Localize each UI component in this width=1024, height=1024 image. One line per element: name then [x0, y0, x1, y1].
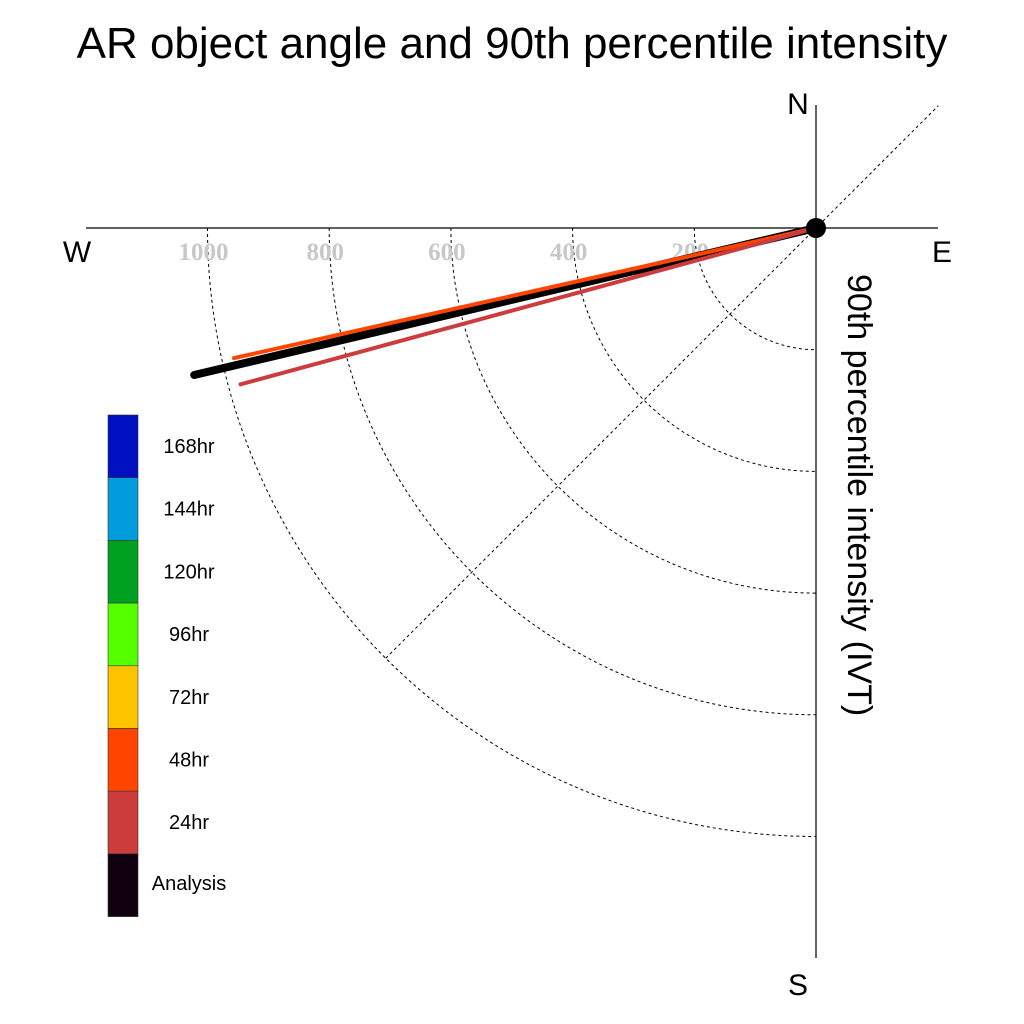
legend-label-120hr: 120hr — [163, 561, 214, 583]
tick-label-1000: 1000 — [179, 239, 229, 266]
legend-swatch-168hr — [107, 414, 139, 479]
compass-axes — [86, 105, 938, 958]
direction-north: N — [787, 88, 809, 121]
grid-arc-1000 — [207, 227, 817, 837]
direction-south: S — [788, 969, 808, 1002]
direction-east: E — [932, 236, 952, 269]
chart-title: AR object angle and 90th percentile inte… — [77, 19, 948, 68]
legend-label-168hr: 168hr — [163, 436, 214, 458]
legend-label-48hr: 48hr — [169, 750, 209, 772]
legend-swatch-24hr — [107, 790, 139, 855]
tick-label-600: 600 — [428, 239, 466, 266]
legend-swatch-48hr — [107, 728, 139, 792]
legend-swatch-144hr — [107, 477, 139, 541]
legend-swatch-120hr — [107, 540, 139, 604]
grid-diagonal — [385, 105, 939, 659]
legend-label-24hr: 24hr — [169, 812, 209, 834]
polar-grid — [207, 105, 939, 837]
legend-label-72hr: 72hr — [169, 687, 209, 709]
legend-swatch-72hr — [107, 665, 139, 729]
tick-label-800: 800 — [306, 239, 344, 266]
legend-swatch-analysis — [107, 853, 139, 917]
y-axis-label: 90th percentile intensity (IVT) — [840, 274, 878, 716]
direction-west: W — [63, 236, 92, 269]
tick-label-400: 400 — [550, 239, 588, 266]
legend-label-analysis: Analysis — [152, 873, 226, 895]
legend: 168hr 144hr 120hr 96hr 72hr 48hr 24hr Analysis — [107, 414, 226, 917]
legend-label-144hr: 144hr — [163, 499, 214, 521]
series-line-48hr — [232, 226, 818, 361]
legend-label-96hr: 96hr — [169, 624, 209, 646]
legend-swatch-96hr — [107, 602, 139, 667]
origin-marker — [806, 218, 826, 238]
series-lines — [190, 224, 820, 387]
series-line-24hr — [238, 226, 818, 387]
